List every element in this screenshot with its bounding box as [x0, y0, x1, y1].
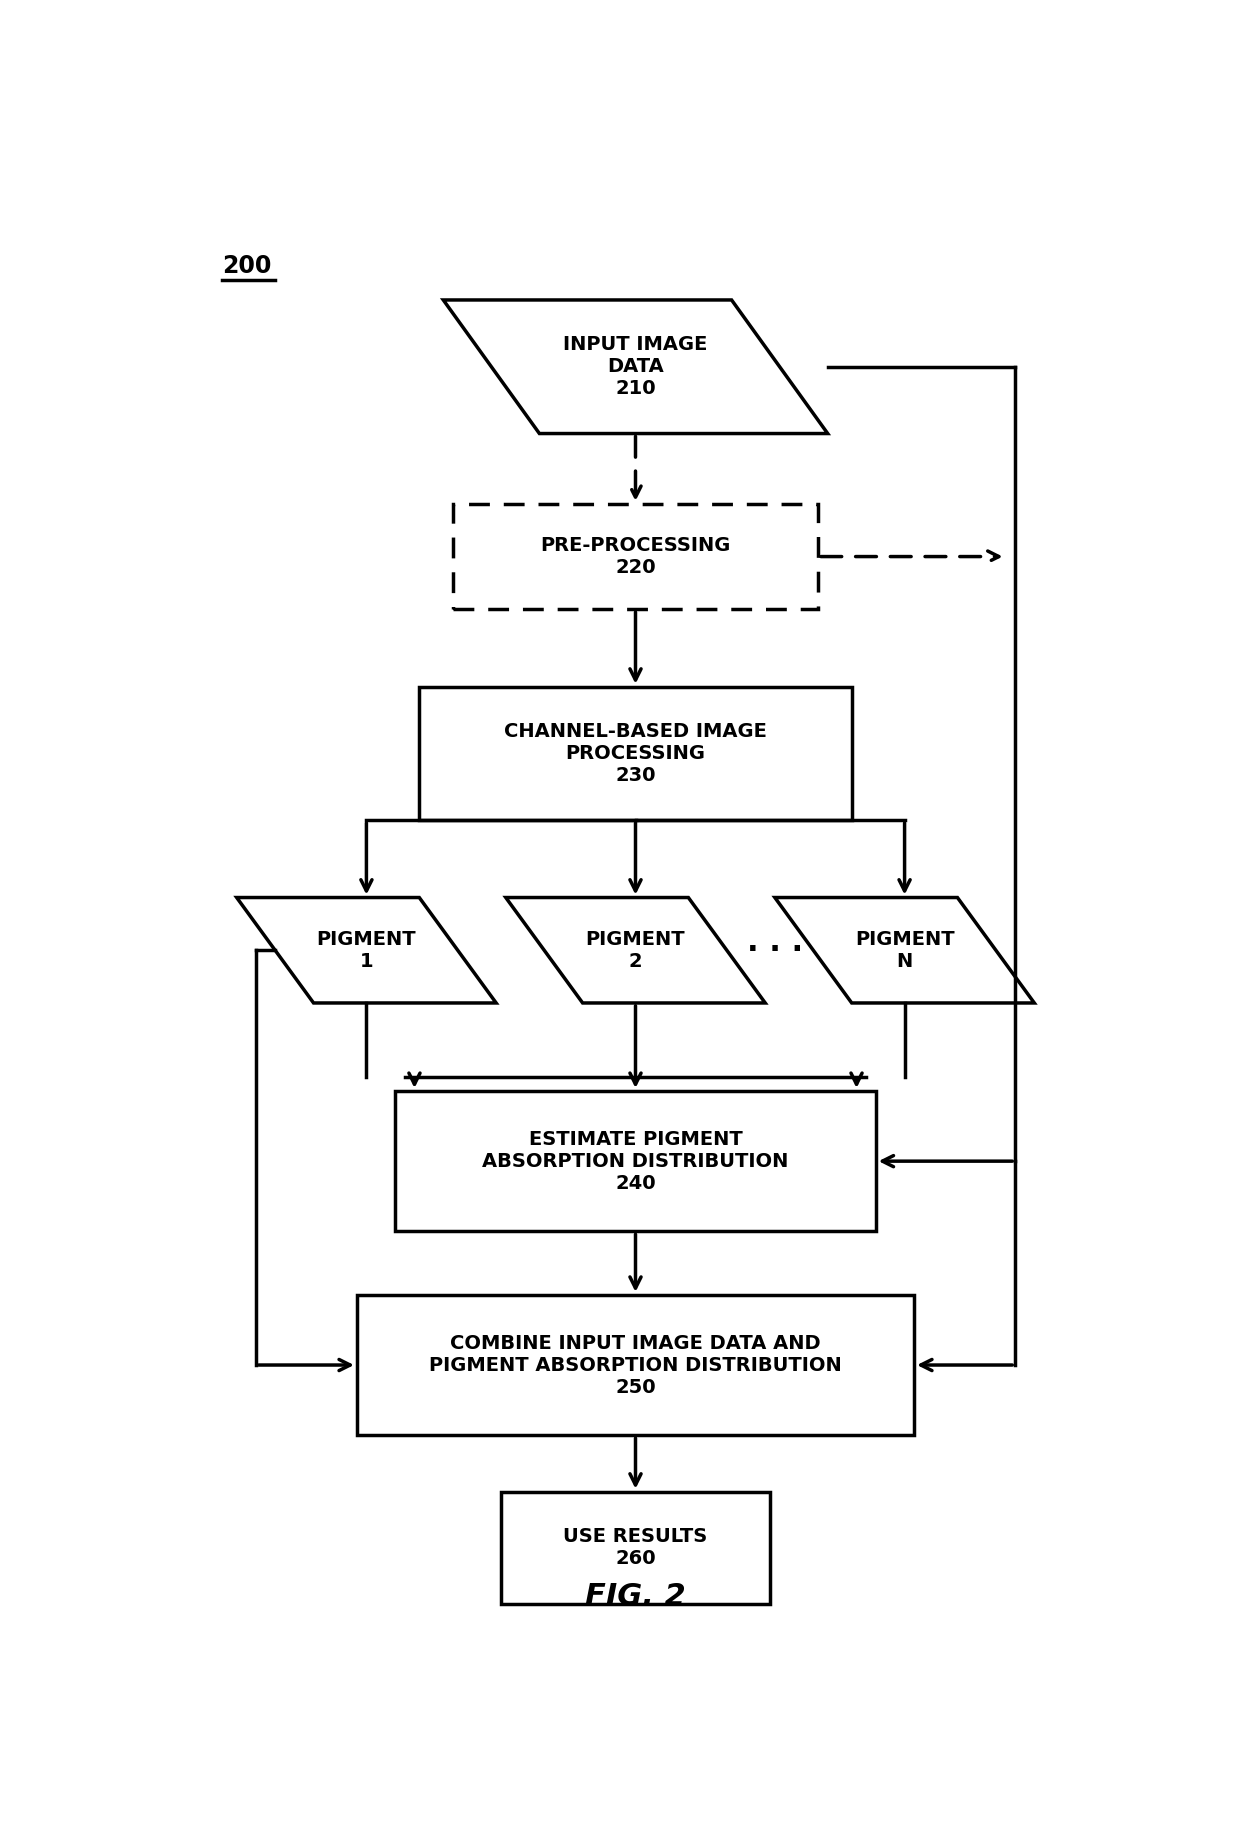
Text: CHANNEL-BASED IMAGE
PROCESSING
230: CHANNEL-BASED IMAGE PROCESSING 230 — [505, 721, 766, 785]
Bar — [501, 1492, 770, 1603]
Polygon shape — [237, 898, 496, 1002]
Bar — [396, 1090, 875, 1231]
Polygon shape — [506, 898, 765, 1002]
Polygon shape — [444, 299, 828, 433]
Text: · · ·: · · · — [746, 935, 804, 964]
Text: PIGMENT
2: PIGMENT 2 — [585, 929, 686, 971]
Bar — [419, 687, 852, 820]
Bar — [453, 504, 818, 610]
Text: FIG. 2: FIG. 2 — [585, 1581, 686, 1611]
Bar — [357, 1295, 914, 1435]
Text: ESTIMATE PIGMENT
ABSORPTION DISTRIBUTION
240: ESTIMATE PIGMENT ABSORPTION DISTRIBUTION… — [482, 1130, 789, 1192]
Text: PIGMENT
1: PIGMENT 1 — [316, 929, 417, 971]
Text: 200: 200 — [222, 254, 272, 278]
Text: INPUT IMAGE
DATA
210: INPUT IMAGE DATA 210 — [563, 336, 708, 398]
Polygon shape — [775, 898, 1034, 1002]
Text: PRE-PROCESSING
220: PRE-PROCESSING 220 — [541, 537, 730, 577]
Text: PIGMENT
N: PIGMENT N — [854, 929, 955, 971]
Text: COMBINE INPUT IMAGE DATA AND
PIGMENT ABSORPTION DISTRIBUTION
250: COMBINE INPUT IMAGE DATA AND PIGMENT ABS… — [429, 1333, 842, 1397]
Text: USE RESULTS
260: USE RESULTS 260 — [563, 1527, 708, 1569]
